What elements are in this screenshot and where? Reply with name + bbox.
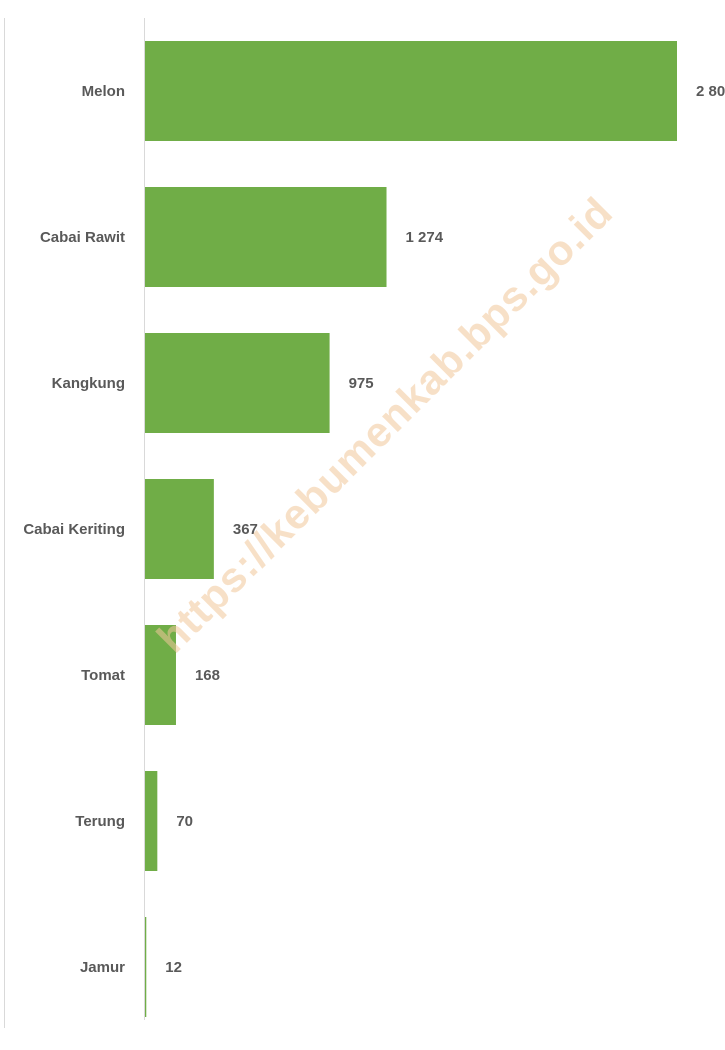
category-label: Cabai Rawit: [40, 229, 125, 246]
bar-melon: [144, 41, 677, 141]
data-label: 1 274: [406, 229, 444, 246]
category-label: Cabai Keriting: [23, 521, 125, 538]
category-label: Melon: [82, 83, 125, 100]
bar-tomat: [144, 625, 176, 725]
data-label: 975: [349, 375, 374, 392]
chart-border-left: [4, 18, 5, 1028]
category-label: Terung: [75, 813, 125, 830]
bar-jamur: [144, 917, 147, 1017]
category-label: Tomat: [81, 667, 125, 684]
category-axis-line: [144, 18, 145, 1020]
category-label: Kangkung: [52, 375, 125, 392]
bar-cabai-rawit: [144, 187, 387, 287]
bar-cabai-keriting: [144, 479, 214, 579]
bar-terung: [144, 771, 158, 871]
data-label: 367: [233, 521, 258, 538]
category-label: Jamur: [80, 959, 125, 976]
data-label: 2 800: [696, 83, 725, 100]
data-label: 70: [176, 813, 193, 830]
data-label: 168: [195, 667, 220, 684]
bar-kangkung: [144, 333, 330, 433]
data-label: 12: [165, 959, 182, 976]
